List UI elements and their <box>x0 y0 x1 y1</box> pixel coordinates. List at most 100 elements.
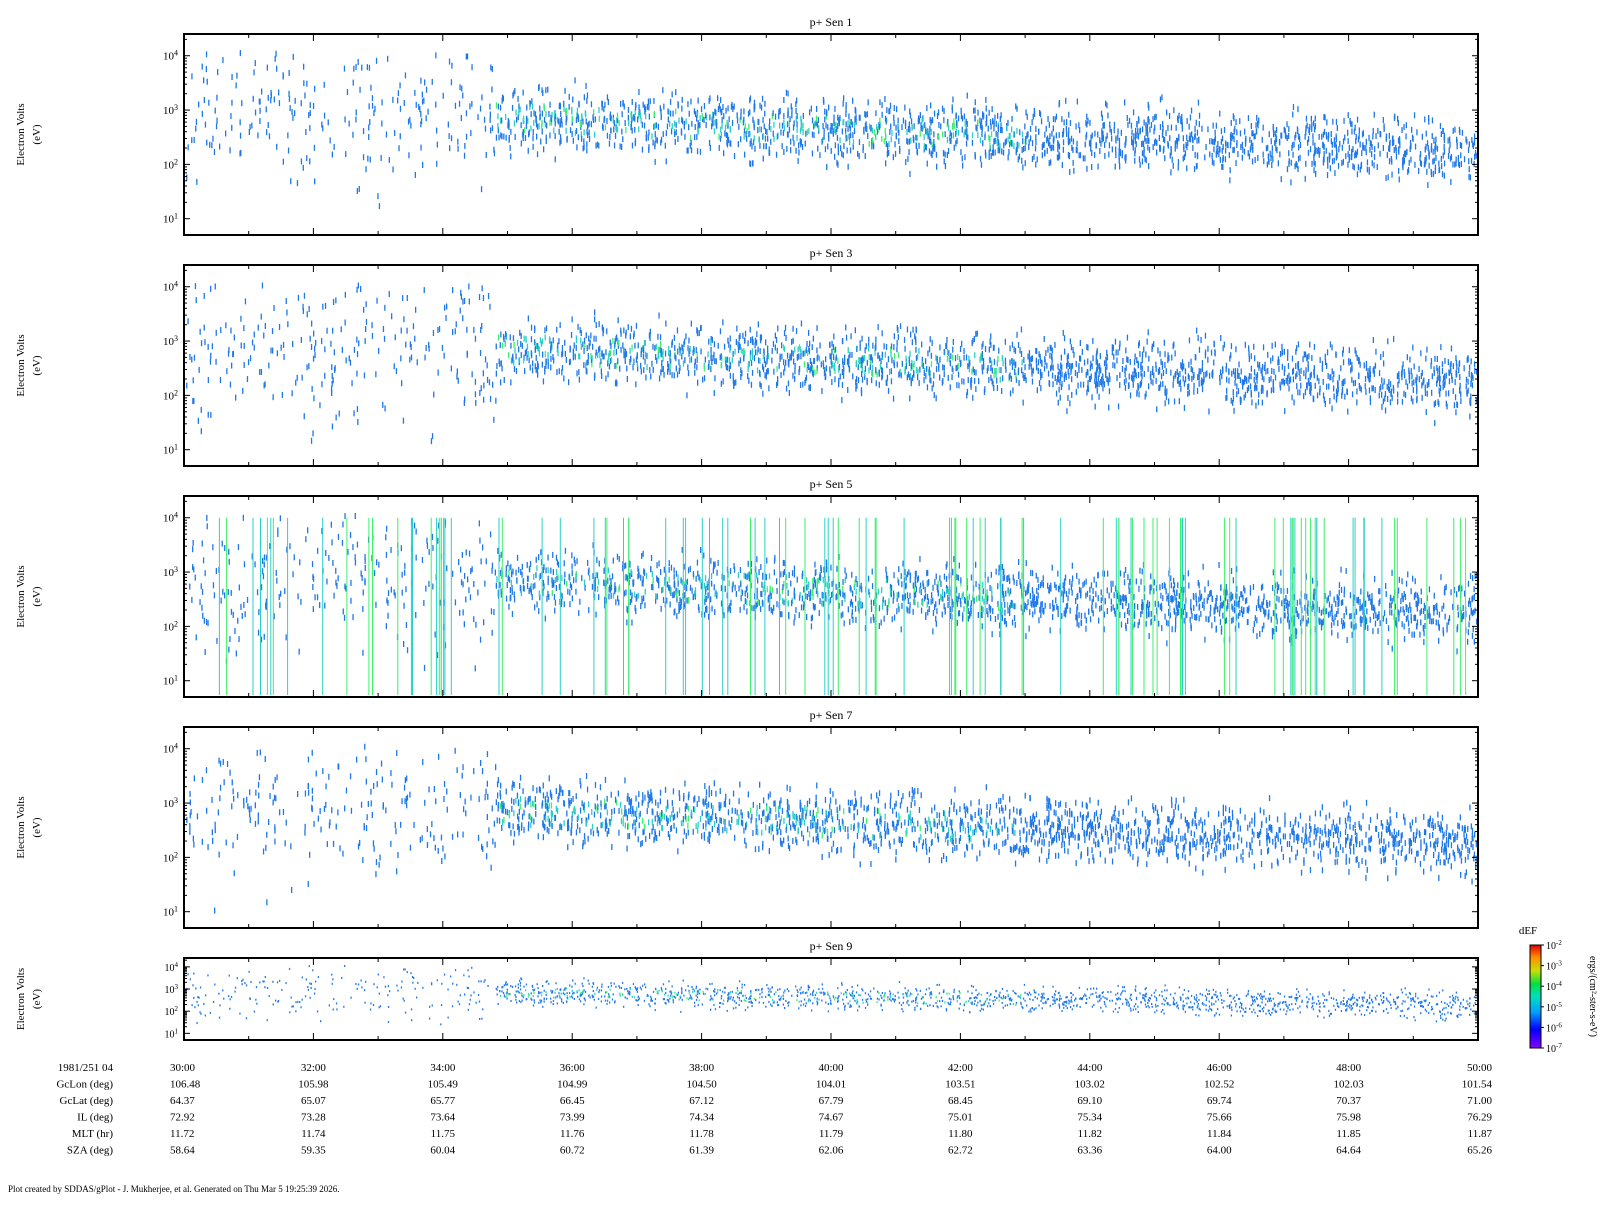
data-cell <box>993 144 994 150</box>
data-cell <box>798 369 799 375</box>
data-cell <box>782 143 783 149</box>
data-cell <box>1434 370 1435 376</box>
data-cell <box>950 353 951 359</box>
data-cell <box>1089 120 1090 126</box>
data-cell <box>1328 384 1329 390</box>
data-cell <box>1163 370 1164 376</box>
data-cell <box>704 375 705 381</box>
data-cell <box>518 567 519 573</box>
data-cell <box>253 96 254 102</box>
data-cell <box>1444 358 1445 364</box>
data-cell <box>819 356 820 362</box>
data-cell <box>833 344 834 350</box>
data-cell <box>357 188 358 194</box>
data-cell <box>1070 120 1071 126</box>
data-cell <box>625 358 626 364</box>
data-cell <box>276 570 277 576</box>
data-cell <box>1183 135 1184 141</box>
data-cell <box>997 132 998 138</box>
data-cell <box>995 616 996 622</box>
data-cell <box>1408 368 1409 374</box>
data-cell <box>878 324 879 330</box>
data-cell <box>1180 380 1181 386</box>
data-cell <box>452 571 453 577</box>
data-cell <box>674 345 675 351</box>
data-cell <box>681 354 682 360</box>
data-cell <box>623 100 624 106</box>
data-cell <box>559 140 560 146</box>
data-cell <box>632 364 633 370</box>
data-cell <box>1339 375 1340 381</box>
data-cell <box>975 370 976 376</box>
data-cell <box>848 113 849 119</box>
data-cell <box>1167 352 1168 358</box>
data-cell <box>942 131 943 137</box>
data-cell <box>1025 109 1026 115</box>
data-cell <box>1286 378 1287 384</box>
data-cell <box>870 354 871 360</box>
data-cell <box>1456 137 1457 143</box>
data-cell <box>1068 152 1069 158</box>
data-cell <box>682 118 683 124</box>
data-cell <box>241 343 242 349</box>
data-cell <box>1199 375 1200 381</box>
data-cell <box>501 366 502 372</box>
data-cell <box>1455 161 1456 167</box>
data-cell <box>505 331 506 337</box>
data-cell <box>311 344 312 350</box>
data-cell <box>688 351 689 357</box>
data-cell <box>1254 385 1255 391</box>
y-axis-units: (eV) <box>31 124 43 144</box>
data-cell <box>1472 375 1473 381</box>
data-cell <box>885 128 886 134</box>
data-cell <box>992 368 993 374</box>
data-cell <box>985 150 986 156</box>
data-cell <box>210 286 211 292</box>
data-cell <box>1470 175 1471 181</box>
data-cell <box>201 428 202 434</box>
data-cell <box>1106 376 1107 382</box>
data-cell <box>1326 384 1327 390</box>
data-cell <box>1078 363 1079 369</box>
data-cell <box>538 608 539 614</box>
data-cell <box>741 347 742 353</box>
data-cell <box>1122 358 1123 364</box>
data-cell <box>869 354 870 360</box>
data-cell <box>651 361 652 367</box>
data-cell <box>1049 160 1050 166</box>
data-cell <box>1270 376 1271 382</box>
data-cell <box>1222 613 1223 619</box>
data-cell <box>1358 373 1359 379</box>
data-cell <box>564 560 565 566</box>
data-cell <box>678 118 679 124</box>
data-cell <box>1433 171 1434 177</box>
data-cell <box>1133 139 1134 145</box>
data-cell <box>1257 372 1258 378</box>
data-cell <box>804 350 805 356</box>
data-cell <box>976 126 977 132</box>
data-cell <box>977 119 978 125</box>
data-cell <box>646 131 647 137</box>
data-cell <box>1127 115 1128 121</box>
data-cell <box>1348 151 1349 157</box>
data-cell <box>925 373 926 379</box>
data-cell <box>1440 123 1441 129</box>
data-cell <box>464 396 465 402</box>
data-cell <box>602 325 603 331</box>
data-cell <box>818 117 819 123</box>
data-cell <box>917 354 918 360</box>
data-cell <box>1434 401 1435 407</box>
data-cell <box>457 139 458 145</box>
data-cell <box>759 103 760 109</box>
data-cell <box>1115 152 1116 158</box>
data-cell <box>802 351 803 357</box>
data-cell <box>356 109 357 115</box>
data-cell <box>993 139 994 145</box>
data-cell <box>1468 388 1469 394</box>
data-cell <box>981 118 982 124</box>
data-cell <box>835 347 836 353</box>
data-cell <box>881 136 882 142</box>
data-cell <box>406 328 407 334</box>
